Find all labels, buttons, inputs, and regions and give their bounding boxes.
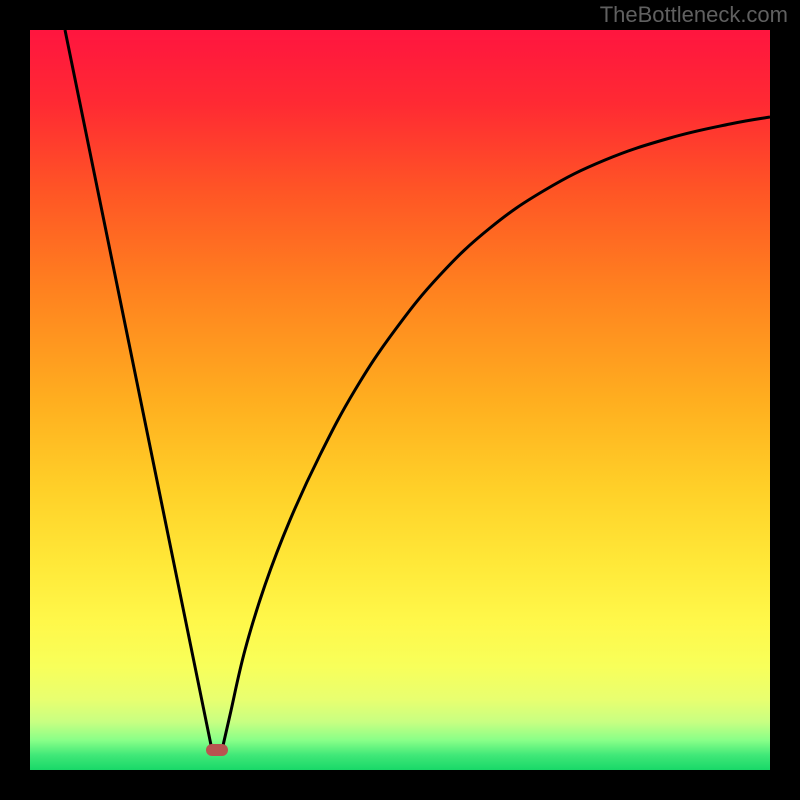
plot-area [30, 30, 770, 770]
watermark-text: TheBottleneck.com [600, 2, 788, 28]
chart-frame: TheBottleneck.com [0, 0, 800, 800]
chart-svg [30, 30, 770, 770]
minimum-marker [206, 744, 228, 756]
